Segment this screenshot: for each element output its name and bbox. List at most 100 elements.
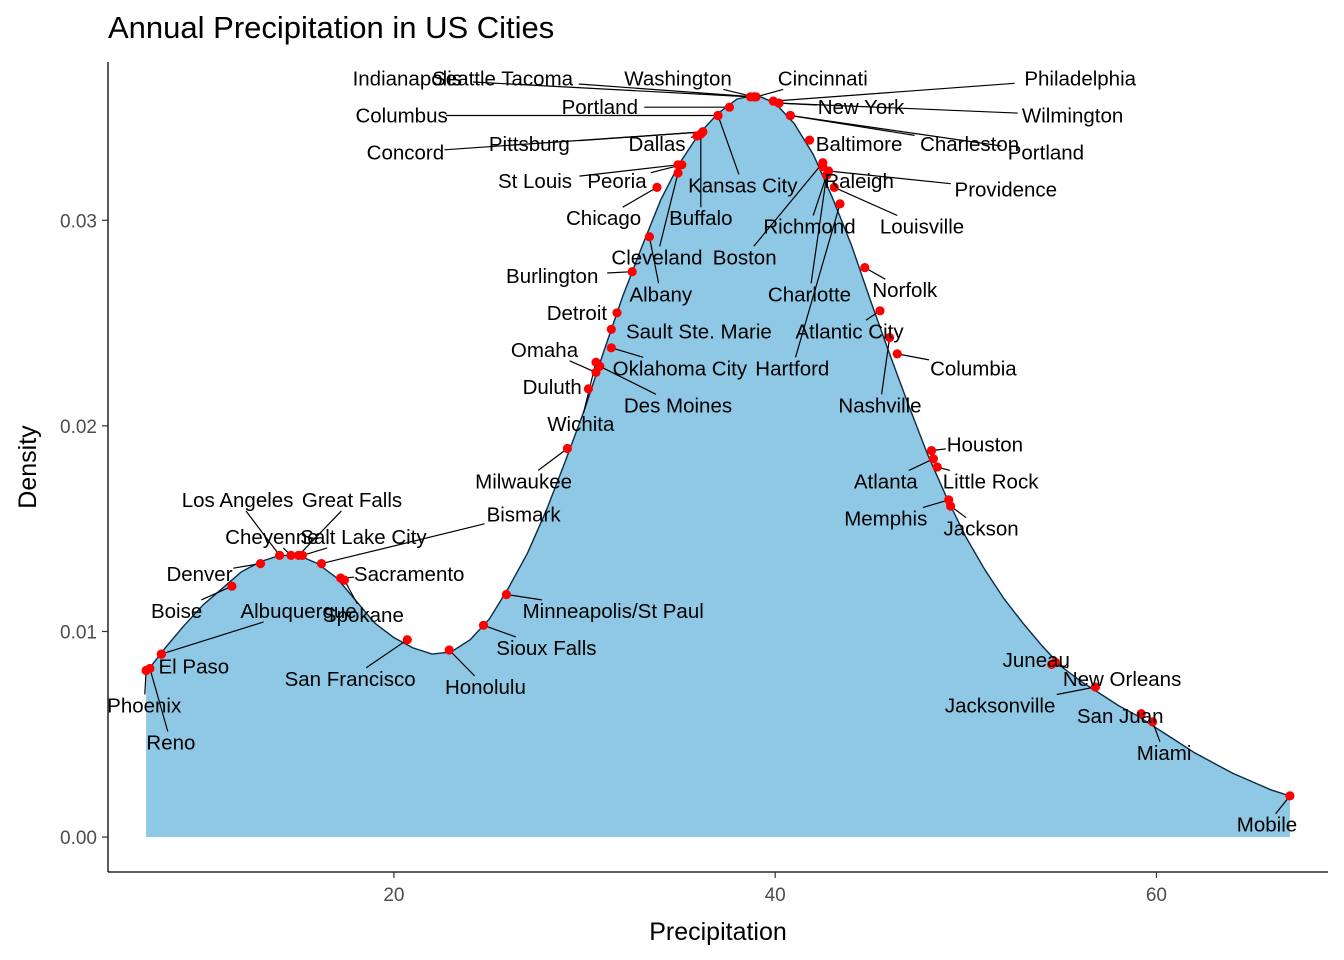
leader-line — [578, 83, 755, 98]
city-label: Charlotte — [768, 283, 851, 306]
city-label: St Louis — [498, 170, 572, 193]
city-label: Richmond — [763, 216, 855, 239]
leader-line — [161, 621, 264, 655]
city-point — [606, 324, 616, 334]
city-label: Bismark — [487, 503, 562, 526]
city-point — [751, 92, 761, 102]
leader-line — [790, 114, 1002, 147]
city-point — [932, 462, 942, 472]
city-label: Chicago — [566, 207, 641, 230]
city-point — [774, 98, 784, 108]
city-point — [644, 232, 655, 242]
city-label: Buffalo — [669, 207, 732, 230]
city-label: Atlantic City — [795, 320, 904, 343]
city-label: Atlanta — [854, 470, 918, 493]
city-point — [145, 663, 155, 674]
city-point — [713, 110, 723, 121]
leader-line — [599, 365, 657, 395]
city-point — [297, 550, 307, 561]
city-point — [583, 384, 594, 394]
city-label: Pittsburg — [489, 133, 570, 156]
city-label: New York — [818, 96, 905, 119]
leader-line — [897, 353, 930, 361]
leader-line — [245, 510, 281, 556]
city-point — [724, 102, 735, 112]
city-point — [818, 162, 828, 172]
city-label: Raleigh — [824, 170, 894, 193]
city-label: Indianapolis — [353, 67, 462, 90]
city-point — [860, 263, 870, 273]
city-label: Great Falls — [302, 489, 402, 512]
city-label: Seattle Tacoma — [432, 67, 574, 90]
city-point — [829, 182, 839, 192]
city-label: Duluth — [523, 376, 582, 399]
chart-title: Annual Precipitation in US Cities — [108, 10, 555, 45]
city-point — [478, 620, 489, 630]
city-label: Miami — [1137, 742, 1192, 765]
city-label: Denver — [166, 563, 232, 586]
city-point — [612, 308, 622, 318]
leader-line — [755, 88, 784, 98]
city-label: Charleston — [920, 133, 1019, 156]
city-point — [652, 182, 662, 192]
city-point — [275, 550, 285, 561]
leader-line — [448, 649, 476, 677]
density-area — [146, 94, 1290, 838]
city-point — [698, 127, 708, 137]
leader-line — [753, 162, 824, 247]
city-label: Little Rock — [943, 470, 1039, 493]
leader-line — [778, 102, 1018, 114]
city-label: Wilmington — [1022, 105, 1123, 128]
x-axis-title: Precipitation — [649, 918, 787, 946]
city-label: Baltimore — [816, 133, 903, 156]
y-axis-ticks: 0.00 0.01 0.02 0.03 — [60, 211, 108, 849]
leader-line — [569, 360, 597, 373]
leader-line — [622, 186, 658, 208]
label-leader-lines — [144, 81, 1291, 815]
city-point — [946, 501, 956, 511]
city-label: Oklahoma City — [613, 357, 748, 380]
city-point — [255, 559, 266, 569]
city-point — [316, 559, 327, 569]
leader-line — [298, 510, 342, 556]
y-tick-label: 0.00 — [60, 828, 97, 849]
leader-line — [659, 172, 679, 247]
city-label: Concord — [367, 142, 445, 165]
leader-line — [828, 170, 951, 185]
city-label: San Francisco — [285, 668, 416, 691]
city-label: Hartford — [755, 357, 829, 380]
city-point — [501, 589, 511, 600]
leader-line — [812, 174, 828, 216]
city-point — [1047, 659, 1057, 670]
leader-line — [506, 593, 542, 601]
x-axis-ticks: 20 40 60 — [383, 872, 1167, 906]
city-point — [444, 645, 454, 655]
leader-line — [834, 186, 898, 217]
city-point — [822, 170, 832, 180]
city-point — [875, 306, 885, 316]
leader-line — [365, 639, 408, 669]
leader-line — [483, 624, 517, 638]
city-label: Detroit — [547, 302, 608, 325]
leader-line — [810, 175, 828, 284]
city-label: Des Moines — [624, 394, 732, 417]
city-label: Sacramento — [354, 563, 465, 586]
city-label: Philadelphia — [1024, 67, 1136, 90]
x-tick-label: 20 — [383, 885, 404, 906]
y-tick-label: 0.02 — [60, 417, 97, 438]
city-point — [885, 332, 895, 343]
city-point — [606, 343, 616, 353]
city-label: Washington — [624, 67, 732, 90]
city-label: Burlington — [506, 265, 598, 288]
leader-line — [321, 523, 485, 565]
city-point — [673, 168, 683, 178]
leader-line — [648, 236, 660, 284]
city-label: Cheyenne — [225, 526, 318, 549]
city-label: San Juan — [1077, 705, 1164, 728]
city-point — [156, 649, 166, 659]
city-label: Honolulu — [445, 676, 526, 699]
city-point — [835, 199, 845, 209]
city-label: Albany — [629, 283, 692, 306]
